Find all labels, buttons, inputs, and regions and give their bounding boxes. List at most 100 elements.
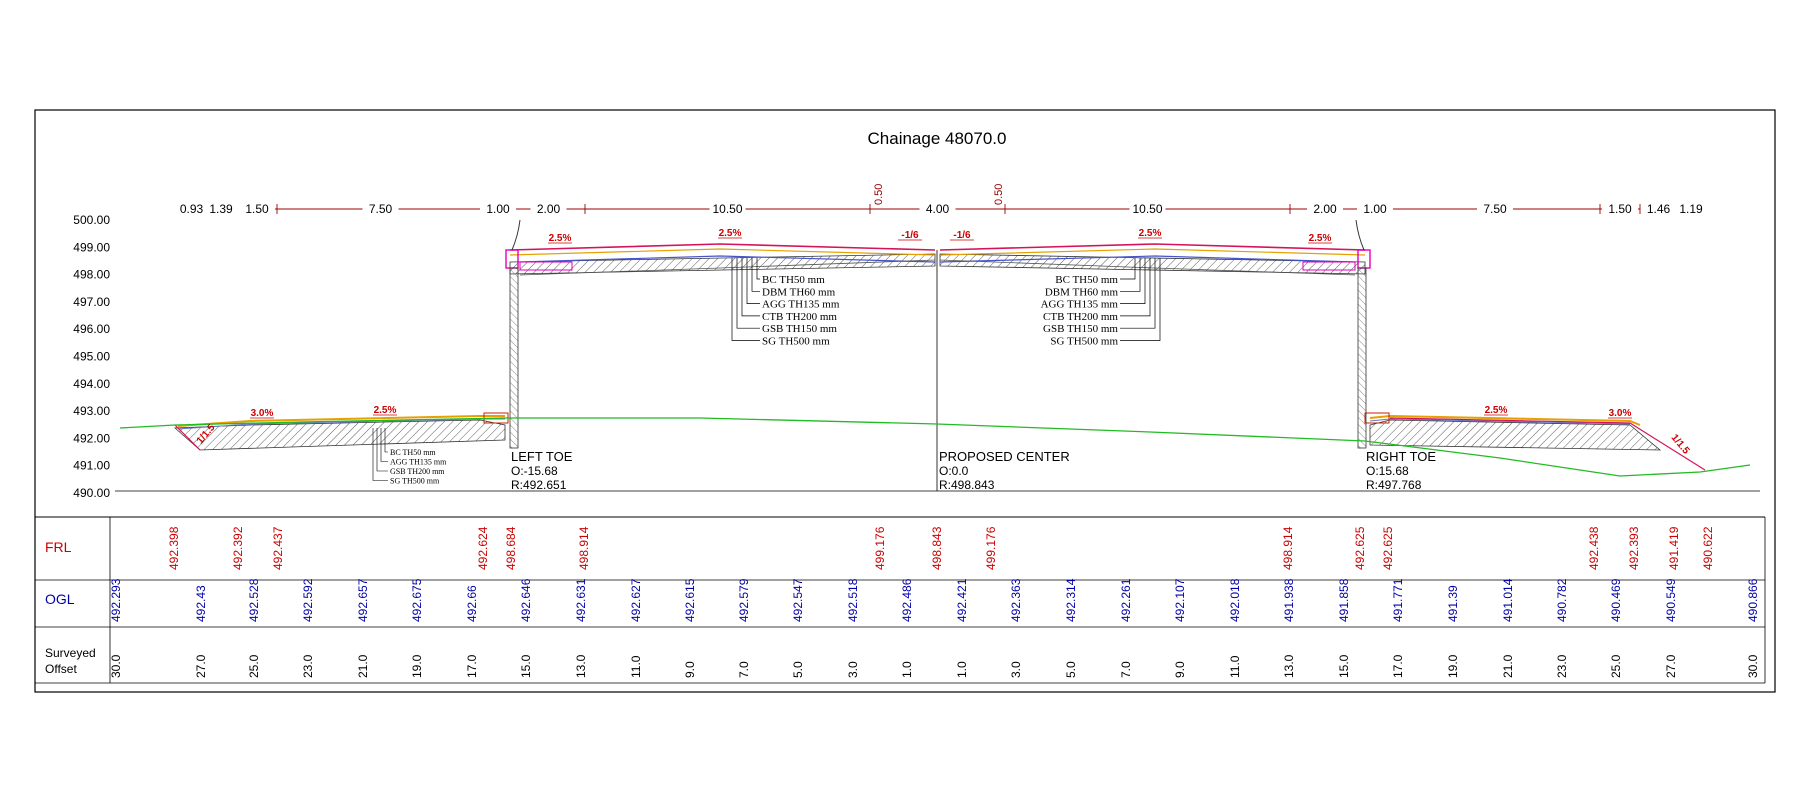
- layer-leader: [376, 428, 388, 472]
- median-offset-value: 0.50: [873, 184, 885, 205]
- dimension-value: 4.00: [926, 202, 950, 216]
- layer-label: SG TH500 mm: [1050, 336, 1118, 348]
- slope-label: 2.5%: [549, 233, 572, 244]
- dimension-value: 2.00: [537, 202, 561, 216]
- ogl-value: 491.014: [1501, 578, 1515, 622]
- layer-label: DBM TH60 mm: [762, 286, 836, 298]
- slope-label: 1/1.5: [1669, 432, 1692, 456]
- layer-label: SG TH500 mm: [762, 336, 830, 348]
- ogl-value: 491.858: [1337, 578, 1351, 622]
- drawing-frame: [34, 109, 1776, 693]
- layer-label: BC TH50 mm: [390, 448, 436, 457]
- elevated-structure: [505, 219, 1371, 491]
- frl-value: 491.419: [1667, 526, 1681, 570]
- frl-value: 498.914: [1281, 526, 1295, 570]
- levels-table: FRL OGL Surveyed Offset 492.398 492.392 49…: [35, 516, 1766, 684]
- ogl-value: 492.421: [955, 578, 969, 622]
- ogl-value: 490.549: [1664, 578, 1678, 622]
- ogl-value: 492.43: [194, 585, 208, 622]
- ogl-row-label: OGL: [45, 591, 75, 607]
- offset-value: 25.0: [247, 654, 261, 678]
- layer-leader: [1120, 258, 1161, 341]
- elevation-label: 495.00: [73, 350, 110, 364]
- marker-level: R:497.768: [1366, 478, 1422, 492]
- offset-value: 25.0: [1609, 654, 1623, 678]
- marker-offset: O:15.68: [1366, 464, 1409, 478]
- dimension-mask: [239, 201, 275, 215]
- slope-label: -1/6: [901, 230, 919, 241]
- ogl-value: 492.528: [247, 578, 261, 622]
- dimension-mask: [1307, 201, 1343, 215]
- elevation-label: 497.00: [73, 295, 110, 309]
- frl-value: 492.625: [1381, 526, 1395, 570]
- ogl-value: 490.469: [1609, 578, 1623, 622]
- ogl-value: 492.615: [683, 578, 697, 622]
- layer-label: AGG TH135 mm: [1041, 299, 1119, 311]
- ogl-value: 492.314: [1064, 578, 1078, 622]
- elevation-label: 499.00: [73, 240, 110, 254]
- marker-offset: O:-15.68: [511, 464, 558, 478]
- ogl-value: 492.518: [846, 578, 860, 622]
- ogl-value: 492.66: [465, 585, 479, 622]
- slope-label: -1/6: [953, 230, 971, 241]
- layer-label: SG TH500 mm: [390, 477, 440, 486]
- dimension-value: 7.50: [369, 202, 393, 216]
- elevation-label: 493.00: [73, 404, 110, 418]
- layer-label: GSB TH150 mm: [1043, 323, 1118, 335]
- dimension-value: 1.19: [1679, 202, 1703, 216]
- dimension-mask: [1477, 201, 1513, 215]
- dimension-line: 0.93 1.39 1.50 7.50 1.00 2.00 10.50 4.00 10.50 2.…: [173, 184, 1709, 216]
- layer-label: GSB TH150 mm: [762, 323, 837, 335]
- dimension-value: 1.00: [486, 202, 510, 216]
- offset-value: 13.0: [1282, 654, 1296, 678]
- slope-label: 3.0%: [251, 408, 274, 419]
- layer-leader: [1120, 258, 1136, 280]
- dimension-mask: [203, 201, 239, 215]
- layer-leader: [1120, 258, 1146, 304]
- frl-value: 499.176: [873, 526, 887, 570]
- ogl-value: 491.39: [1446, 585, 1460, 622]
- ogl-value: 491.771: [1391, 578, 1405, 622]
- frl-value: 492.398: [167, 526, 181, 570]
- ogl-value: 492.293: [109, 578, 123, 622]
- right-embankment: [1364, 412, 1706, 471]
- ogl-value: 490.782: [1555, 578, 1569, 622]
- dimension-mask: [1673, 201, 1709, 215]
- ogl-value: 490.866: [1746, 578, 1760, 622]
- layer-leader: [1120, 258, 1141, 292]
- layer-label: BC TH50 mm: [762, 274, 825, 286]
- dimension-mask: [1602, 201, 1638, 215]
- offset-value: 17.0: [1391, 654, 1405, 678]
- ogl-value: 492.592: [301, 578, 315, 622]
- offset-value: 23.0: [1555, 654, 1569, 678]
- frl-row-label: FRL: [45, 539, 72, 555]
- elevation-label: 490.00: [73, 486, 110, 500]
- offset-value: 3.0: [1009, 661, 1023, 678]
- dimension-mask: [1129, 201, 1166, 215]
- offset-value: 11.0: [629, 655, 643, 678]
- frl-value: 490.622: [1701, 526, 1715, 570]
- ogl-value: 492.107: [1173, 578, 1187, 622]
- dimension-mask: [1357, 201, 1393, 215]
- slope-label: 3.0%: [1609, 408, 1632, 419]
- slope-label: 2.5%: [374, 405, 397, 416]
- offset-value: 5.0: [1064, 661, 1078, 678]
- offset-value: 5.0: [791, 661, 805, 678]
- dimension-value: 1.00: [1363, 202, 1387, 216]
- layer-label: GSB TH200 mm: [390, 467, 445, 476]
- offset-value: 19.0: [410, 654, 424, 678]
- elevation-label: 496.00: [73, 322, 110, 336]
- dimension-value: 10.50: [712, 202, 742, 216]
- dimension-value: 1.50: [245, 202, 269, 216]
- marker-offset: O:0.0: [939, 464, 969, 478]
- layer-leader: [746, 258, 760, 304]
- elevation-label: 500.00: [73, 213, 110, 227]
- layer-leader: [384, 428, 388, 453]
- layer-leader: [741, 258, 760, 317]
- offset-value: 21.0: [1501, 654, 1515, 678]
- slope-label: 2.5%: [1139, 228, 1162, 239]
- offset-value: 3.0: [846, 661, 860, 678]
- elevation-label: 494.00: [73, 377, 110, 391]
- dimension-mask: [362, 201, 399, 215]
